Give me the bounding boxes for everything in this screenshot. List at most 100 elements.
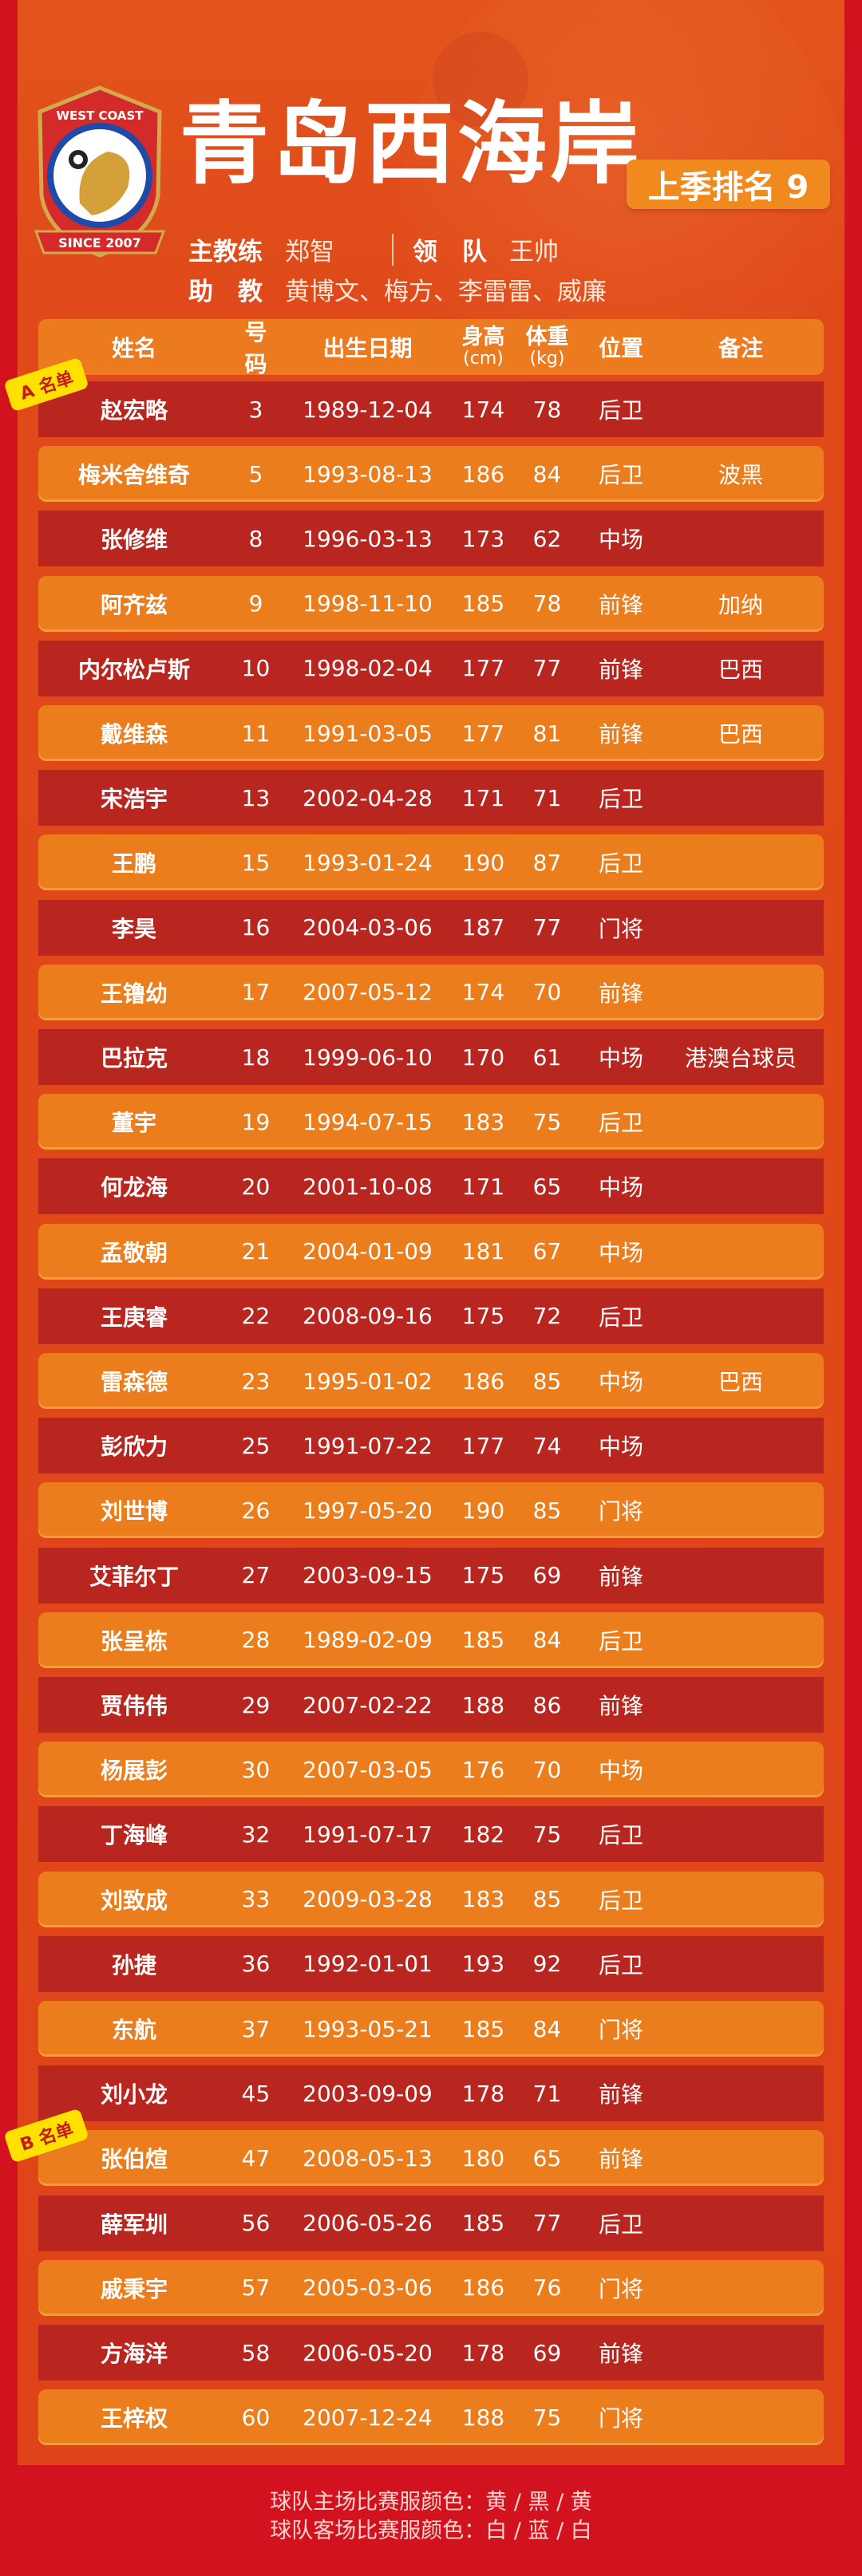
table-row: 刘小龙 45 2003-09-09 178 71 前锋 xyxy=(38,2065,824,2122)
cell-pos: 中场 xyxy=(598,1045,643,1071)
cell-name: 张修维 xyxy=(100,527,168,554)
cell-num: 25 xyxy=(241,1432,271,1459)
cell-name: 雷森德 xyxy=(100,1369,168,1395)
cell-date: 1992-01-01 xyxy=(302,1951,433,1978)
cell-date: 2007-12-24 xyxy=(302,2404,433,2431)
table-row: 刘世博 26 1997-05-20 190 85 门将 xyxy=(38,1482,824,1539)
cell-name: 刘致成 xyxy=(100,1887,168,1914)
cell-num: 45 xyxy=(241,2080,271,2107)
table-row: 宋浩宇 13 2002-04-28 171 71 后卫 xyxy=(38,770,824,826)
cell-note: 波黑 xyxy=(718,462,763,489)
header-height: 身高 (cm) xyxy=(453,325,513,368)
cell-pos: 前锋 xyxy=(598,2146,643,2173)
table-row: 戚秉宇 57 2005-03-06 186 76 门将 xyxy=(38,2259,824,2316)
cell-num: 5 xyxy=(248,460,263,487)
cell-num: 30 xyxy=(241,1756,271,1783)
cell-num: 47 xyxy=(241,2144,271,2172)
cell-date: 1993-05-21 xyxy=(302,2015,433,2042)
cell-w: 70 xyxy=(532,1756,562,1783)
cell-w: 75 xyxy=(532,2404,562,2431)
cell-w: 84 xyxy=(532,460,562,487)
cell-pos: 后卫 xyxy=(598,1304,643,1331)
cell-date: 1998-02-04 xyxy=(302,655,433,682)
cell-name: 张伯煊 xyxy=(100,2146,168,2173)
cell-pos: 前锋 xyxy=(598,721,643,748)
cell-pos: 中场 xyxy=(598,1239,643,1266)
cell-h: 178 xyxy=(461,2080,505,2107)
cell-date: 1999-06-10 xyxy=(302,1043,433,1071)
cell-h: 190 xyxy=(461,1497,505,1524)
cell-w: 75 xyxy=(532,1821,562,1848)
cell-num: 60 xyxy=(241,2404,271,2431)
cell-name: 刘世博 xyxy=(100,1498,168,1525)
cell-w: 78 xyxy=(532,396,562,423)
cell-w: 69 xyxy=(532,1562,562,1589)
cell-num: 26 xyxy=(241,1497,271,1524)
cell-name: 赵宏略 xyxy=(100,397,168,424)
cell-w: 70 xyxy=(532,979,562,1006)
table-row: 内尔松卢斯 10 1998-02-04 177 77 前锋 巴西 xyxy=(38,640,824,696)
cell-pos: 后卫 xyxy=(598,2211,643,2238)
cell-h: 175 xyxy=(461,1562,505,1589)
cell-h: 185 xyxy=(461,1627,505,1654)
cell-w: 71 xyxy=(532,2080,562,2107)
team-name: 青岛西海岸 xyxy=(180,93,643,196)
table-row: 彭欣力 25 1991-07-22 177 74 中场 xyxy=(38,1418,824,1474)
cell-date: 1994-07-15 xyxy=(302,1108,433,1135)
cell-w: 75 xyxy=(532,1108,562,1135)
cell-h: 177 xyxy=(461,655,505,682)
cell-date: 2004-01-09 xyxy=(302,1238,433,1265)
table-row: 巴拉克 18 1999-06-10 170 61 中场 港澳台球员 xyxy=(38,1029,824,1085)
cell-w: 85 xyxy=(532,1367,562,1395)
cell-pos: 中场 xyxy=(598,1174,643,1201)
cell-h: 173 xyxy=(461,525,505,552)
cell-pos: 后卫 xyxy=(598,850,643,878)
cell-h: 177 xyxy=(461,720,505,747)
cell-name: 内尔松卢斯 xyxy=(78,656,191,683)
cell-name: 李昊 xyxy=(111,915,156,942)
last-season-rank-badge: 上季排名 9 xyxy=(627,160,830,209)
cell-name: 刘小龙 xyxy=(100,2081,168,2109)
cell-w: 76 xyxy=(532,2274,562,2302)
table-row: 王梓权 60 2007-12-24 188 75 门将 xyxy=(38,2389,824,2446)
cell-date: 2004-03-06 xyxy=(302,914,433,941)
table-header: 姓名 号码 出生日期 身高 (cm) 体重 (kg) 位置 备注 xyxy=(38,319,824,377)
table-row: 张伯煊 47 2008-05-13 180 65 前锋 xyxy=(38,2130,824,2187)
cell-date: 2003-09-09 xyxy=(302,2080,433,2107)
cell-date: 1989-12-04 xyxy=(302,396,433,423)
cell-h: 178 xyxy=(461,2339,505,2366)
table-row: 孟敬朝 21 2004-01-09 181 67 中场 xyxy=(38,1223,824,1280)
cell-date: 1993-08-13 xyxy=(302,460,433,487)
cell-date: 1991-07-22 xyxy=(302,1432,433,1459)
header-number: 号码 xyxy=(244,319,267,377)
cell-pos: 门将 xyxy=(598,1498,643,1525)
cell-pos: 中场 xyxy=(598,1434,643,1461)
table-row: 何龙海 20 2001-10-08 171 65 中场 xyxy=(38,1158,824,1215)
cell-num: 18 xyxy=(241,1043,271,1071)
cell-name: 戴维森 xyxy=(100,721,168,748)
cell-num: 37 xyxy=(241,2015,271,2042)
cell-date: 2008-09-16 xyxy=(302,1303,433,1330)
table-row: 王镥幼 17 2007-05-12 174 70 前锋 xyxy=(38,964,824,1020)
cell-w: 85 xyxy=(532,1886,562,1913)
cell-name: 王鹏 xyxy=(111,850,156,878)
header-height-label: 身高 xyxy=(461,325,505,350)
table-row: 刘致成 33 2009-03-28 183 85 后卫 xyxy=(38,1871,824,1927)
table-row: 董宇 19 1994-07-15 183 75 后卫 xyxy=(38,1094,824,1150)
cell-name: 孙捷 xyxy=(111,1951,156,1978)
cell-pos: 门将 xyxy=(598,2017,643,2043)
cell-w: 86 xyxy=(532,1691,562,1718)
svg-text:SINCE 2007: SINCE 2007 xyxy=(58,235,141,250)
cell-date: 2003-09-15 xyxy=(302,1562,433,1589)
football-decoration xyxy=(433,32,528,128)
cell-h: 177 xyxy=(461,1432,505,1459)
cell-num: 10 xyxy=(241,655,271,682)
cell-num: 27 xyxy=(241,1562,271,1589)
cell-w: 71 xyxy=(532,784,562,811)
cell-date: 2006-05-20 xyxy=(302,2339,433,2366)
cell-pos: 后卫 xyxy=(598,1822,643,1849)
header-weight: 体重 (kg) xyxy=(517,326,577,368)
cell-h: 174 xyxy=(461,396,505,423)
cell-num: 32 xyxy=(241,1821,271,1848)
cell-name: 孟敬朝 xyxy=(100,1239,168,1266)
